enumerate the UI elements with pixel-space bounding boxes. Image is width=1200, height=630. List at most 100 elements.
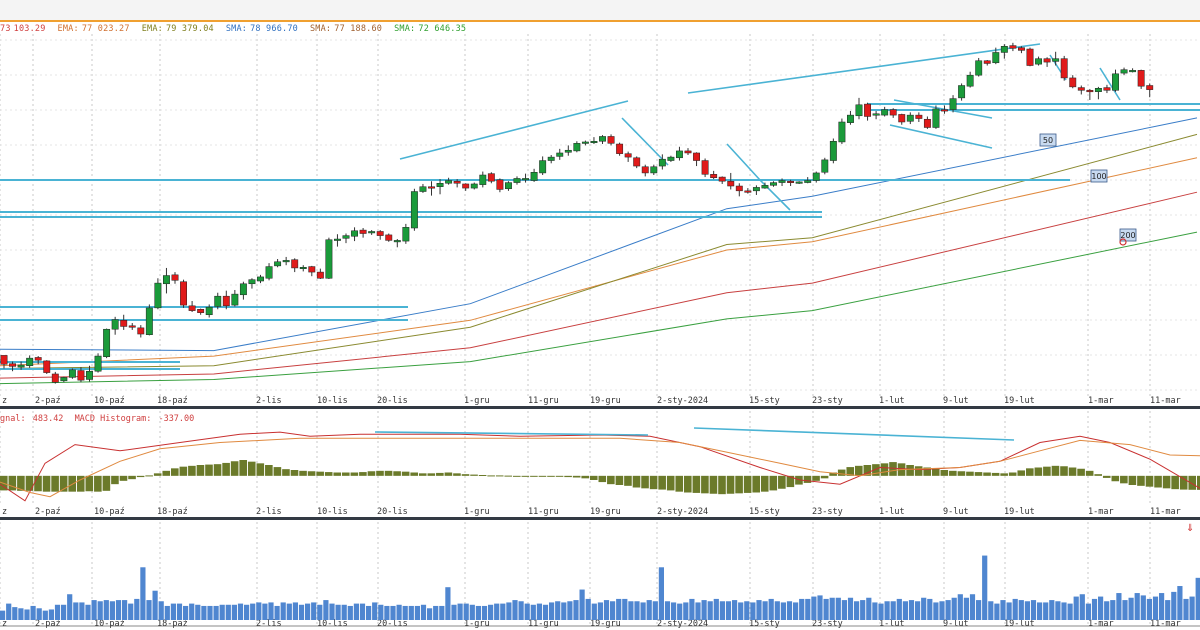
candle-body [795, 181, 803, 184]
candle-body [718, 176, 726, 182]
candle-body [68, 369, 76, 378]
x-tick-label: 2-lis [256, 619, 282, 629]
macd-hist-bar [615, 475, 624, 485]
volume-bar [908, 600, 915, 620]
volume-bar [976, 600, 982, 620]
macd-hist-bar [42, 475, 51, 492]
pane-separator [0, 517, 1200, 520]
macd-hist-bar [624, 475, 632, 486]
macd-hist-bar [222, 462, 230, 476]
macd-hist-bar [367, 471, 376, 476]
volume-bar [122, 600, 128, 620]
candle-body [838, 121, 846, 143]
trend-line [1099, 67, 1121, 101]
candle-body [325, 239, 333, 279]
macd-hist-bar [641, 475, 649, 489]
x-tick-label: 11-gru [528, 396, 559, 406]
macd-hist-bar [230, 461, 239, 476]
macd-hist-bar [196, 465, 205, 476]
candle-body [248, 279, 256, 285]
macd-hist-bar [769, 475, 778, 491]
volume-bar [811, 596, 817, 620]
volume-bar [695, 602, 701, 620]
volume-bar [1152, 596, 1159, 620]
volume-bar [1000, 600, 1006, 620]
x-tick-label: 10-paź [94, 396, 125, 406]
macd-hist-bar [128, 475, 136, 480]
candle-body [34, 357, 42, 361]
volume-bar [48, 609, 54, 620]
macd-hist-bar [384, 470, 393, 476]
macd-hist-bar [239, 460, 247, 476]
macd-hist-bar [880, 463, 889, 476]
volume-bar [683, 602, 689, 620]
macd-hist-bar [102, 475, 111, 491]
candle-body [359, 229, 367, 234]
candle-body [727, 180, 735, 187]
candle-body [735, 185, 743, 192]
volume-bar [109, 601, 115, 620]
macd-hist-bar [846, 467, 855, 476]
volume-bar [805, 598, 811, 620]
macd-hist-bar [333, 472, 342, 476]
macd-hist-bar [247, 461, 256, 476]
macd-hist-bar [752, 475, 760, 493]
volume-bar [579, 589, 585, 620]
macd-hist-bar [692, 475, 701, 493]
volume-bar [933, 602, 939, 620]
x-tick-label: 2-sty-2024 [657, 507, 708, 517]
macd-hist-bar [85, 475, 94, 492]
x-tick-label: 1-mar [1088, 396, 1114, 406]
candle-body [376, 231, 384, 236]
volume-bar [85, 604, 91, 620]
sma-marker-label: 50 [1043, 136, 1053, 145]
candle-body [941, 109, 948, 112]
candle-body [889, 109, 897, 116]
x-tick-label: 20-lis [377, 507, 408, 517]
volume-bar [213, 605, 219, 620]
macd-hist-bar [957, 471, 966, 476]
volume-bar [201, 605, 207, 620]
volume-bar [500, 603, 506, 620]
candle-body [231, 293, 239, 306]
volume-bar [1091, 598, 1098, 620]
macd-hist-bar [299, 470, 307, 476]
volume-bar [0, 610, 6, 620]
candle-body [419, 186, 427, 192]
x-tick-label: 15-sty [749, 507, 780, 517]
macd-hist-bar [179, 466, 188, 476]
macd-hist-bar [342, 472, 350, 476]
volume-bar [176, 603, 183, 620]
volume-bar [640, 602, 646, 620]
macd-hist-bar [436, 472, 444, 476]
candle-body [607, 136, 615, 144]
volume-bar [256, 602, 262, 620]
macd-hist-bar [1017, 470, 1026, 476]
volume-bar [353, 603, 359, 620]
volume-bar [408, 605, 414, 620]
candle-body [487, 173, 495, 182]
macd-hist-bar [1043, 466, 1051, 476]
x-tick-label: 19-gru [590, 619, 621, 629]
ema-line [0, 191, 1198, 379]
macd-hist-bar [282, 469, 290, 476]
volume-bar [1061, 602, 1067, 620]
macd-hist-bar [991, 472, 1000, 476]
candle-body [462, 183, 470, 189]
candle-body [701, 160, 709, 175]
x-tick-label: 1-gru [464, 507, 490, 517]
volume-bar [1043, 602, 1049, 620]
macd-hist-bar [632, 475, 641, 488]
x-tick-label: 18-paź [157, 396, 188, 406]
volume-bar [73, 602, 79, 620]
x-tick-label: 1-lut [879, 396, 905, 406]
volume-bar [732, 600, 738, 620]
x-tick-label: 2-paź [35, 507, 61, 517]
x-tick-label: 10-lis [317, 619, 348, 629]
macd-hist-bar [855, 465, 863, 476]
volume-bar [713, 598, 719, 620]
macd-hist-bar [1051, 465, 1060, 476]
macd-hist-bar [256, 463, 265, 476]
candle-body [43, 360, 51, 373]
